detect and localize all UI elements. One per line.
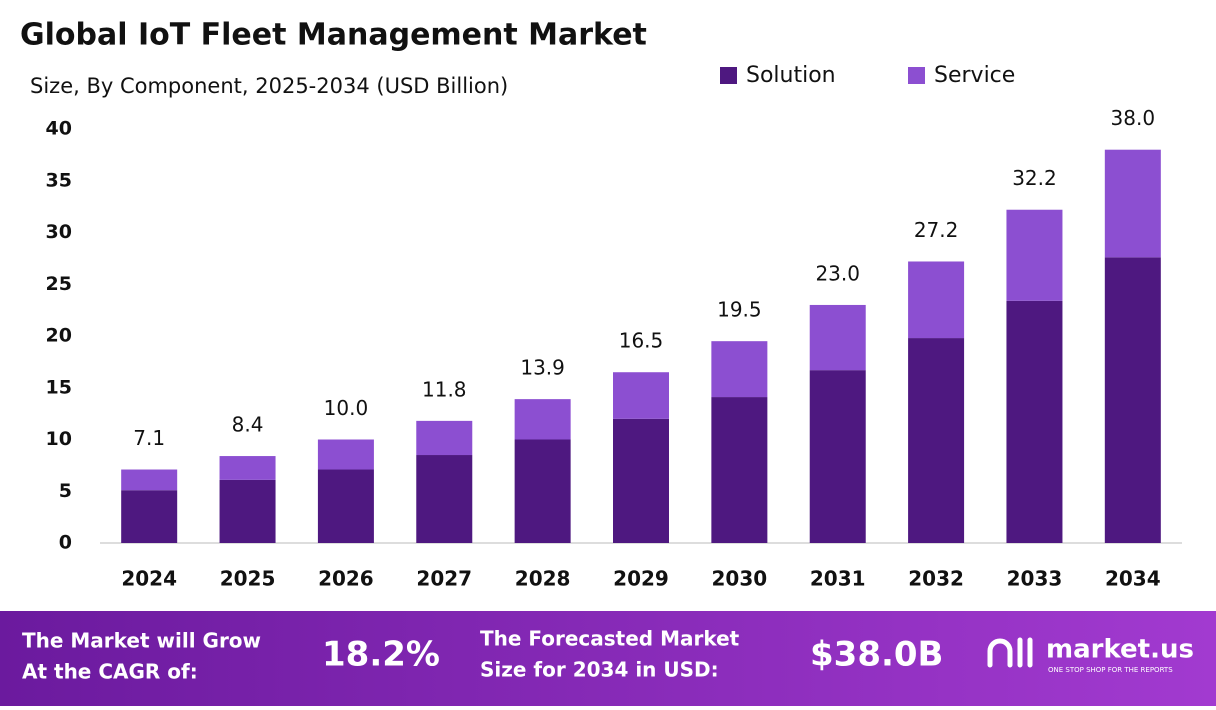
y-tick-label: 30 (46, 221, 72, 243)
tagline: ONE STOP SHOP FOR THE REPORTS (1048, 666, 1173, 674)
value-label: 11.8 (422, 377, 467, 401)
x-tick-label: 2033 (1007, 567, 1063, 591)
value-label: 8.4 (232, 413, 264, 437)
value-label: 32.2 (1012, 166, 1057, 190)
bar-segment (809, 370, 866, 543)
banner-text: The Market will Grow (22, 629, 261, 653)
bar-segment (1104, 149, 1161, 258)
bar-segment (121, 469, 178, 491)
bar-segment (711, 341, 768, 398)
bar-segment (908, 338, 965, 543)
banner-text: The Forecasted Market (480, 627, 740, 651)
bar-segment (219, 479, 276, 543)
value-label: 38.0 (1111, 106, 1156, 130)
x-tick-label: 2028 (515, 567, 571, 591)
x-tick-label: 2031 (810, 567, 866, 591)
banner-text: Size for 2034 in USD: (480, 658, 719, 682)
bar-segment (613, 418, 669, 543)
legend-swatch (720, 67, 737, 84)
banner-text: At the CAGR of: (22, 660, 198, 684)
legend-label: Solution (746, 63, 836, 88)
value-label: 16.5 (619, 329, 664, 353)
bar-segment (908, 261, 965, 339)
x-tick-label: 2030 (712, 567, 768, 591)
chart-title: Global IoT Fleet Management Market (20, 18, 647, 53)
y-tick-label: 25 (46, 273, 72, 295)
value-label: 23.0 (815, 261, 860, 285)
bar-segment (1104, 257, 1161, 543)
y-tick-label: 5 (59, 480, 72, 502)
value-label: 10.0 (324, 396, 369, 420)
bar-segment (514, 399, 571, 440)
value-label: 7.1 (133, 426, 165, 450)
y-tick-label: 10 (46, 428, 72, 450)
bar-segment (809, 304, 866, 371)
bar-segment (219, 456, 276, 480)
bar-segment (613, 372, 669, 419)
x-tick-label: 2024 (121, 567, 177, 591)
y-tick-label: 15 (46, 376, 72, 398)
x-tick-label: 2026 (318, 567, 374, 591)
value-label: 19.5 (717, 298, 762, 322)
logo-icon (987, 637, 1033, 668)
value-label: 13.9 (520, 356, 565, 380)
bar-segment (317, 469, 374, 543)
chart-subtitle: Size, By Component, 2025-2034 (USD Billi… (30, 74, 508, 98)
x-tick-label: 2034 (1105, 567, 1161, 591)
x-tick-label: 2025 (220, 567, 276, 591)
bar-segment (1006, 300, 1063, 543)
bar-segment (514, 439, 571, 543)
bar-segment (416, 420, 473, 456)
legend-label: Service (934, 63, 1015, 88)
legend-swatch (908, 67, 925, 84)
logo: market.us (1046, 635, 1194, 665)
banner-value: 18.2% (322, 635, 440, 675)
y-tick-label: 0 (59, 532, 72, 554)
y-tick-label: 35 (46, 169, 72, 191)
y-tick-label: 40 (46, 118, 72, 140)
bar-segment (1006, 209, 1063, 301)
x-tick-label: 2029 (613, 567, 669, 591)
bar-segment (317, 439, 374, 470)
value-label: 27.2 (914, 218, 959, 242)
banner (0, 611, 1216, 706)
y-tick-label: 20 (46, 325, 72, 347)
x-tick-label: 2027 (416, 567, 472, 591)
bar-segment (711, 397, 768, 543)
banner-value: $38.0B (810, 635, 943, 675)
bar-segment (121, 490, 178, 543)
x-tick-label: 2032 (908, 567, 964, 591)
bar-segment (416, 455, 473, 543)
